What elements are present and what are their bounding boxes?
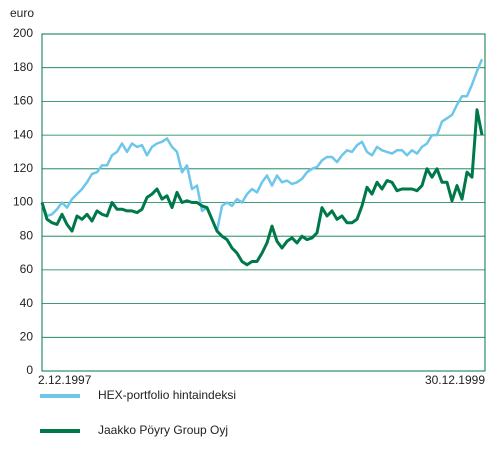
x-tick-label: 30.12.1999: [425, 373, 485, 387]
y-tick-label: 100: [13, 195, 33, 209]
x-tick-label: 2.12.1997: [38, 373, 92, 387]
y-tick-label: 200: [13, 26, 33, 40]
y-tick-label: 40: [20, 296, 34, 310]
y-tick-label: 60: [20, 262, 34, 276]
y-tick-label: 0: [26, 363, 33, 377]
y-tick-label: 120: [13, 161, 33, 175]
y-tick-label: 20: [20, 329, 34, 343]
legend-label: Jaakko Pöyry Group Oyj: [98, 423, 228, 437]
series-line: [40, 58, 484, 233]
y-tick-label: 140: [13, 127, 33, 141]
y-tick-label: 80: [20, 228, 34, 242]
series-line: [40, 108, 484, 267]
legend-label: HEX-portfolio hintaindeksi: [98, 388, 236, 402]
y-tick-label: 180: [13, 60, 33, 74]
y-axis-label: euro: [10, 6, 34, 20]
y-tick-label: 160: [13, 94, 33, 108]
